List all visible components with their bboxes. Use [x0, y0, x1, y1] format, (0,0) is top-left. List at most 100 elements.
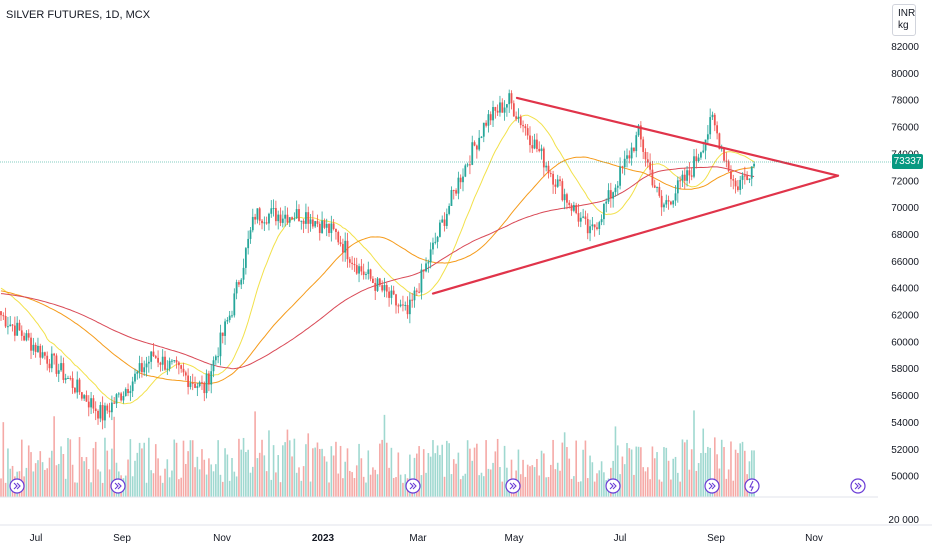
volume-bar [355, 465, 358, 497]
candle-body [686, 170, 688, 181]
candle-body [71, 378, 74, 388]
candle-body [621, 166, 624, 168]
dividend-event-icon[interactable] [704, 478, 720, 494]
dividend-event-icon[interactable] [9, 478, 25, 494]
candle-body [547, 165, 550, 174]
candle-body [328, 223, 330, 234]
volume-bar [309, 481, 312, 497]
candle-body [25, 333, 28, 341]
volume-bar [397, 452, 400, 497]
volume-bar [501, 481, 504, 497]
candle-body [261, 220, 263, 224]
candle-body [704, 139, 707, 151]
volume-bar [60, 446, 62, 497]
volume-bar [233, 471, 236, 497]
x-tick-label: Sep [707, 533, 725, 544]
candle-body [570, 205, 573, 211]
dividend-event-icon[interactable] [605, 478, 621, 494]
dividend-event-icon[interactable] [405, 478, 421, 494]
volume-bar [697, 463, 700, 497]
candle-body [418, 291, 421, 293]
candle-body [635, 135, 638, 152]
event-markers[interactable] [9, 478, 866, 494]
candle-body [464, 165, 467, 177]
volume-bar [270, 479, 273, 497]
volume-bar [651, 446, 654, 497]
candle-body [104, 405, 106, 421]
volume-bar [522, 459, 524, 497]
volume-bar [71, 464, 74, 497]
x-tick-label: Jul [30, 533, 43, 544]
volume-bar [566, 447, 568, 497]
candle-body [395, 294, 397, 306]
candle-body [586, 218, 589, 234]
lightning-event-icon[interactable] [744, 478, 760, 494]
volume-bar [473, 447, 476, 497]
moving-averages [0, 114, 755, 405]
x-tick-label: 2023 [312, 533, 335, 544]
candle-body [683, 174, 686, 181]
candle-body [478, 137, 481, 150]
volume-bar [111, 448, 113, 497]
candle-body [175, 360, 178, 363]
trendline[interactable] [431, 174, 840, 295]
candle-body [110, 402, 113, 413]
candle-body [240, 279, 243, 285]
candle-body [533, 139, 536, 149]
volume-bar [129, 439, 132, 497]
volume-bar [101, 482, 104, 497]
volume-bar [360, 458, 363, 497]
candle-body [706, 134, 709, 140]
volume-bar [462, 475, 464, 497]
candle-body [656, 186, 658, 188]
volume-bar [249, 472, 252, 497]
volume-bar [159, 475, 162, 497]
candle-body [55, 355, 58, 374]
dividend-event-icon[interactable] [110, 478, 126, 494]
volume-bar [136, 452, 139, 497]
candle-body [524, 126, 527, 129]
candle-body [381, 285, 384, 291]
volume-bar [208, 458, 210, 497]
candle-body [482, 122, 485, 137]
unit-selector[interactable]: INR kg [892, 4, 916, 36]
candle-body [154, 356, 157, 358]
candle-body [208, 373, 210, 385]
volume-bar [420, 475, 423, 497]
volume-bar [57, 463, 60, 497]
candle-body [224, 321, 226, 336]
candle-body [335, 228, 337, 232]
trendline[interactable] [515, 96, 840, 177]
candle-body [434, 241, 437, 243]
candle-body [466, 164, 469, 166]
volume-bar [258, 452, 261, 497]
candle-body [344, 240, 347, 253]
volume-bar [215, 464, 217, 497]
volume-bar [628, 448, 631, 497]
candle-body [309, 219, 312, 224]
volume-bar [510, 459, 513, 497]
volume-bar [683, 442, 686, 497]
candle-body [291, 217, 293, 220]
candle-body [256, 208, 259, 220]
volume-bar [277, 455, 279, 497]
volume-bar [69, 439, 72, 497]
candle-body [429, 249, 432, 263]
volume-bar [422, 449, 425, 497]
candle-body [529, 135, 531, 146]
volume-bar [7, 448, 9, 497]
candle-body [341, 243, 344, 253]
volume-bar [182, 440, 185, 497]
volume-bar [476, 443, 478, 497]
x-tick-label: Nov [805, 533, 823, 544]
dividend-event-icon[interactable] [850, 478, 866, 494]
candle-body [505, 104, 508, 108]
volume-bar [577, 481, 580, 497]
volume-bar [653, 458, 656, 497]
candle-body [177, 362, 180, 366]
dividend-event-icon[interactable] [505, 478, 521, 494]
candle-body [351, 262, 354, 264]
volume-bar [217, 440, 219, 497]
candle-body [598, 222, 601, 229]
